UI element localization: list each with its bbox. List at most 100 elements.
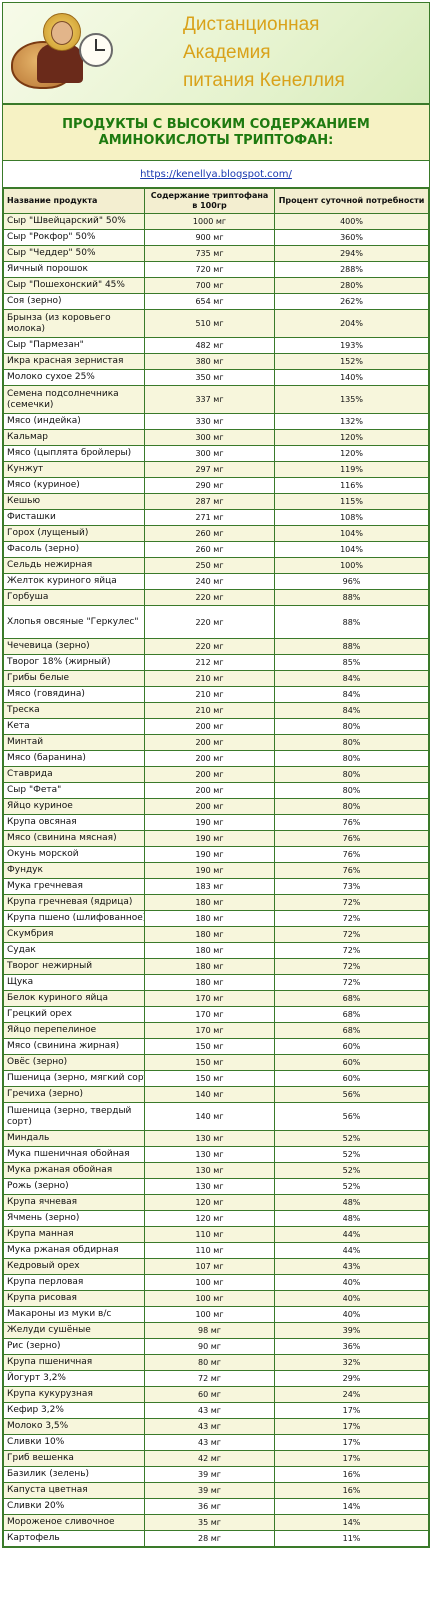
product-name-cell: Крупа пшеничная <box>3 1354 145 1371</box>
product-name-cell: Желток куриного яйца <box>3 573 145 590</box>
table-row: Крупа рисовая 100 мг 40% <box>3 1290 429 1307</box>
daily-percent-cell: 76% <box>274 846 429 863</box>
tryptophan-content-cell: 260 мг <box>144 525 275 542</box>
daily-percent-cell: 108% <box>274 509 429 526</box>
product-name-cell: Скумбрия <box>3 926 145 943</box>
table-row: Сливки 20% 36 мг 14% <box>3 1498 429 1515</box>
daily-percent-cell: 132% <box>274 413 429 430</box>
table-row: Творог 18% (жирный) 212 мг 85% <box>3 654 429 671</box>
product-name-cell: Кефир 3,2% <box>3 1402 145 1419</box>
daily-percent-cell: 29% <box>274 1370 429 1387</box>
daily-percent-cell: 193% <box>274 337 429 354</box>
daily-percent-cell: 60% <box>274 1038 429 1055</box>
daily-percent-cell: 17% <box>274 1418 429 1435</box>
product-name-cell: Мука пшеничная обойная <box>3 1146 145 1163</box>
tryptophan-content-cell: 900 мг <box>144 229 275 246</box>
product-name-cell: Яичный порошок <box>3 261 145 278</box>
table-row: Мясо (куриное) 290 мг 116% <box>3 477 429 494</box>
product-name-cell: Мука ржаная обдирная <box>3 1242 145 1259</box>
product-name-cell: Брынза (из коровьего молока) <box>3 309 145 338</box>
daily-percent-cell: 16% <box>274 1466 429 1483</box>
table-row: Мясо (говядина) 210 мг 84% <box>3 686 429 703</box>
daily-percent-cell: 104% <box>274 541 429 558</box>
blog-link[interactable]: https://kenellya.blogspot.com/ <box>140 168 292 180</box>
table-row: Мука ржаная обдирная 110 мг 44% <box>3 1242 429 1259</box>
tryptophan-content-cell: 150 мг <box>144 1070 275 1087</box>
product-name-cell: Мясо (баранина) <box>3 750 145 767</box>
table-row: Горох (лущеный) 260 мг 104% <box>3 525 429 542</box>
tryptophan-content-cell: 200 мг <box>144 718 275 735</box>
table-row: Пшеница (зерно, мягкий сорт) 150 мг 60% <box>3 1070 429 1087</box>
tryptophan-content-cell: 200 мг <box>144 766 275 783</box>
product-name-cell: Семена подсолнечника (семечки) <box>3 385 145 414</box>
tryptophan-content-cell: 130 мг <box>144 1178 275 1195</box>
table-row: Кефир 3,2% 43 мг 17% <box>3 1402 429 1419</box>
tryptophan-content-cell: 180 мг <box>144 894 275 911</box>
tryptophan-content-cell: 220 мг <box>144 589 275 606</box>
table-row: Ставрида 200 мг 80% <box>3 766 429 783</box>
daily-percent-cell: 80% <box>274 798 429 815</box>
daily-percent-cell: 14% <box>274 1514 429 1531</box>
tryptophan-content-cell: 200 мг <box>144 782 275 799</box>
page-container: Дистанционная Академия питания Кенеллия … <box>2 2 430 1548</box>
brand-line-2: Академия <box>183 42 271 63</box>
daily-percent-cell: 52% <box>274 1130 429 1147</box>
table-row: Базилик (зелень) 39 мг 16% <box>3 1466 429 1483</box>
tryptophan-content-cell: 130 мг <box>144 1146 275 1163</box>
brand-line-3: питания Кенеллия <box>183 70 345 91</box>
tryptophan-content-cell: 120 мг <box>144 1210 275 1227</box>
tryptophan-content-cell: 100 мг <box>144 1306 275 1323</box>
product-name-cell: Гречиха (зерно) <box>3 1086 145 1103</box>
tryptophan-content-cell: 36 мг <box>144 1498 275 1515</box>
table-row: Крупа кукурузная 60 мг 24% <box>3 1386 429 1403</box>
table-row: Сливки 10% 43 мг 17% <box>3 1434 429 1451</box>
tryptophan-content-cell: 260 мг <box>144 541 275 558</box>
product-name-cell: Судак <box>3 942 145 959</box>
table-row: Фисташки 271 мг 108% <box>3 509 429 526</box>
product-name-cell: Крупа кукурузная <box>3 1386 145 1403</box>
table-row: Чечевица (зерно) 220 мг 88% <box>3 638 429 655</box>
product-name-cell: Макароны из муки в/с <box>3 1306 145 1323</box>
daily-percent-cell: 288% <box>274 261 429 278</box>
daily-percent-cell: 204% <box>274 309 429 338</box>
clock-icon <box>79 33 113 67</box>
daily-percent-cell: 60% <box>274 1054 429 1071</box>
product-name-cell: Щука <box>3 974 145 991</box>
tryptophan-content-cell: 190 мг <box>144 862 275 879</box>
table-row: Пшеница (зерно, твердый сорт) 140 мг 56% <box>3 1102 429 1131</box>
daily-percent-cell: 72% <box>274 974 429 991</box>
tryptophan-content-cell: 39 мг <box>144 1466 275 1483</box>
daily-percent-cell: 72% <box>274 910 429 927</box>
tryptophan-content-cell: 220 мг <box>144 638 275 655</box>
daily-percent-cell: 40% <box>274 1306 429 1323</box>
daily-percent-cell: 400% <box>274 213 429 230</box>
tryptophan-content-cell: 250 мг <box>144 557 275 574</box>
tryptophan-content-cell: 100 мг <box>144 1290 275 1307</box>
table-row: Сыр "Швейцарский" 50% 1000 мг 400% <box>3 213 429 230</box>
site-header: Дистанционная Академия питания Кенеллия <box>3 3 429 105</box>
table-row: Крупа пшеничная 80 мг 32% <box>3 1354 429 1371</box>
tryptophan-content-cell: 80 мг <box>144 1354 275 1371</box>
daily-percent-cell: 88% <box>274 605 429 639</box>
table-row: Фасоль (зерно) 260 мг 104% <box>3 541 429 558</box>
product-name-cell: Йогурт 3,2% <box>3 1370 145 1387</box>
table-row: Йогурт 3,2% 72 мг 29% <box>3 1370 429 1387</box>
table-row: Кета 200 мг 80% <box>3 718 429 735</box>
tryptophan-content-cell: 90 мг <box>144 1338 275 1355</box>
daily-percent-cell: 44% <box>274 1242 429 1259</box>
tryptophan-content-cell: 35 мг <box>144 1514 275 1531</box>
tryptophan-content-cell: 240 мг <box>144 573 275 590</box>
table-row: Хлопья овсяные "Геркулес" 220 мг 88% <box>3 605 429 639</box>
table-row: Ячмень (зерно) 120 мг 48% <box>3 1210 429 1227</box>
product-name-cell: Овёс (зерно) <box>3 1054 145 1071</box>
product-name-cell: Кедровый орех <box>3 1258 145 1275</box>
product-name-cell: Сыр "Швейцарский" 50% <box>3 213 145 230</box>
daily-percent-cell: 60% <box>274 1070 429 1087</box>
product-name-cell: Молоко сухое 25% <box>3 369 145 386</box>
page-title: ПРОДУКТЫ С ВЫСОКИМ СОДЕРЖАНИЕМ АМИНОКИСЛ… <box>3 105 429 161</box>
tryptophan-content-cell: 482 мг <box>144 337 275 354</box>
daily-percent-cell: 84% <box>274 670 429 687</box>
product-name-cell: Сыр "Пармезан" <box>3 337 145 354</box>
tryptophan-content-cell: 43 мг <box>144 1418 275 1435</box>
product-name-cell: Крупа овсяная <box>3 814 145 831</box>
